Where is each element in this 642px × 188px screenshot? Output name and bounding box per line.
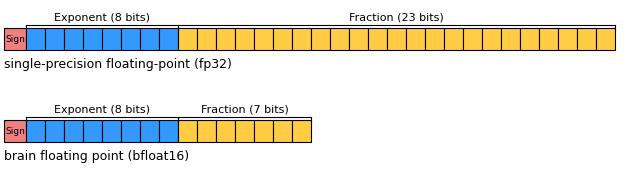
Bar [64,28,83,50]
Bar [501,28,520,50]
Text: brain floating point (bfloat16): brain floating point (bfloat16) [4,150,189,163]
Bar [4,28,26,50]
Bar [254,120,273,142]
Bar [235,28,254,50]
Bar [539,28,558,50]
Bar [197,28,216,50]
Bar [197,120,216,142]
Bar [26,28,45,50]
Bar [235,120,254,142]
Bar [216,28,235,50]
Bar [273,28,292,50]
Bar [159,120,178,142]
Bar [83,28,102,50]
Bar [349,28,368,50]
Bar [45,28,64,50]
Text: Fraction (7 bits): Fraction (7 bits) [200,105,288,115]
Bar [292,120,311,142]
Bar [45,120,64,142]
Bar [4,120,26,142]
Text: Fraction (23 bits): Fraction (23 bits) [349,13,444,23]
Bar [444,28,463,50]
Bar [121,120,140,142]
Text: Exponent (8 bits): Exponent (8 bits) [54,105,150,115]
Bar [64,120,83,142]
Bar [102,120,121,142]
Bar [368,28,387,50]
Bar [406,28,425,50]
Bar [83,120,102,142]
Bar [159,28,178,50]
Bar [178,120,197,142]
Bar [311,28,330,50]
Text: Sign: Sign [5,127,25,136]
Bar [140,28,159,50]
Bar [121,28,140,50]
Bar [577,28,596,50]
Bar [558,28,577,50]
Bar [26,120,45,142]
Bar [520,28,539,50]
Bar [254,28,273,50]
Bar [216,120,235,142]
Text: single-precision floating-point (fp32): single-precision floating-point (fp32) [4,58,232,71]
Bar [140,120,159,142]
Bar [425,28,444,50]
Bar [330,28,349,50]
Bar [273,120,292,142]
Bar [178,28,197,50]
Bar [596,28,615,50]
Text: Sign: Sign [5,35,25,43]
Bar [482,28,501,50]
Bar [292,28,311,50]
Bar [102,28,121,50]
Text: Exponent (8 bits): Exponent (8 bits) [54,13,150,23]
Bar [463,28,482,50]
Bar [387,28,406,50]
